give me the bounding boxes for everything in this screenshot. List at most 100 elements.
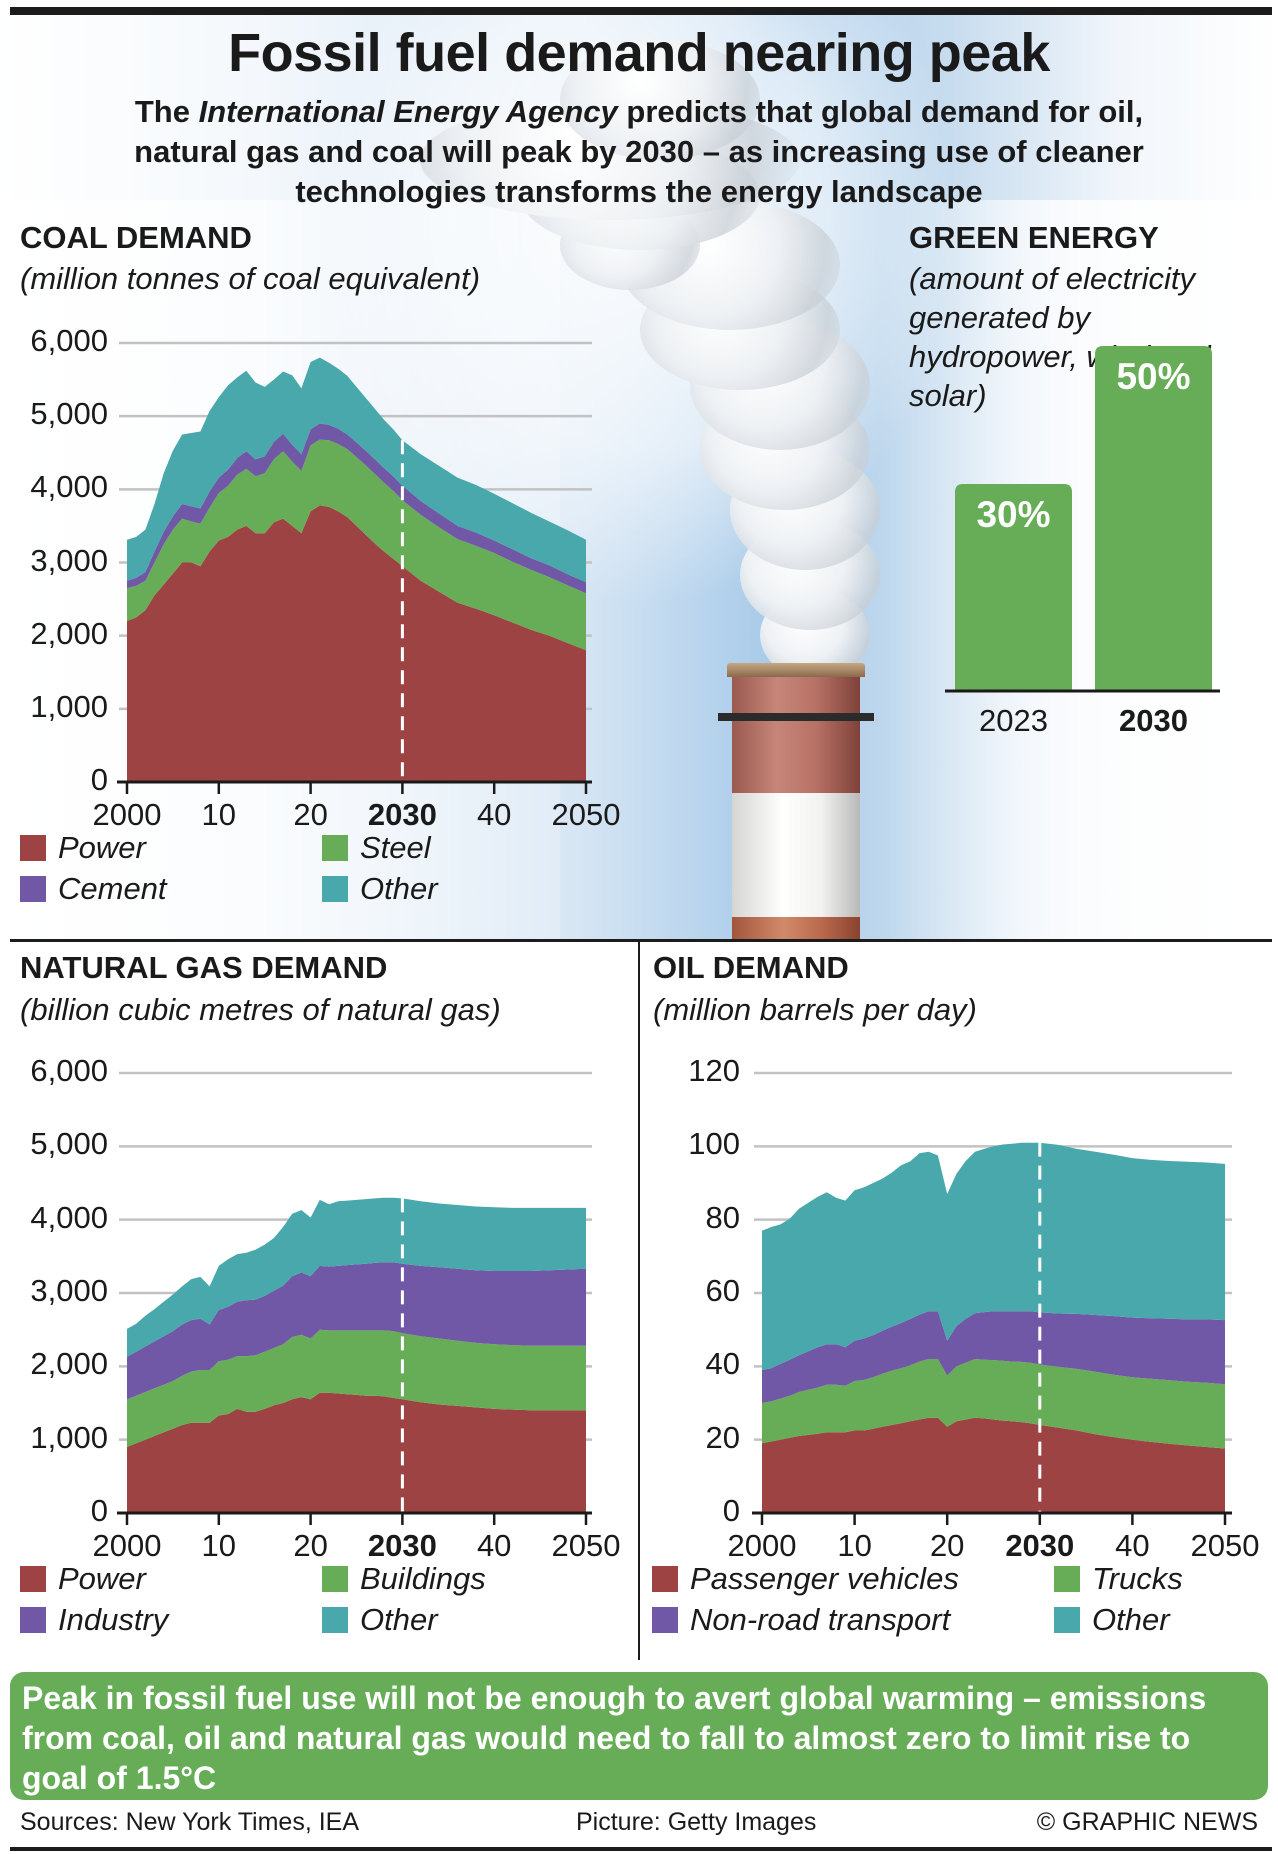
- oil-area-other: [762, 1142, 1225, 1370]
- gas-area-buildings: [127, 1329, 586, 1447]
- coal-y-tick-label: 4,000: [30, 469, 108, 505]
- legend-label: Trucks: [1092, 1561, 1183, 1596]
- top-rule: [10, 7, 1272, 15]
- gas-x-tick-label: 2050: [551, 1528, 621, 1563]
- legend-label: Industry: [58, 1602, 169, 1637]
- green-energy-bar-2030: [1095, 346, 1212, 691]
- legend-label: Power: [58, 1561, 146, 1596]
- conclusion-callout: Peak in fossil fuel use will not be enou…: [10, 1672, 1268, 1800]
- column-divider: [638, 940, 640, 1660]
- legend-label: Other: [1092, 1602, 1170, 1637]
- chimney-illustration: [718, 663, 874, 940]
- gas-x-tick-label: 20: [293, 1528, 328, 1563]
- oil-x-tick-label: 10: [837, 1528, 872, 1563]
- coal-area-cement: [127, 423, 586, 594]
- coal-x-tick-label: 20: [293, 797, 328, 832]
- coal-x-tick-label: 10: [201, 797, 237, 832]
- gas-y-tick-label: 1,000: [30, 1419, 108, 1455]
- legend-swatch: [1054, 1607, 1080, 1633]
- gas-y-tick-label: 5,000: [30, 1126, 108, 1162]
- gas-y-tick-label: 6,000: [30, 1053, 108, 1088]
- legend-label: Other: [360, 1602, 438, 1637]
- gas-x-tick-label: 2030: [367, 1528, 437, 1563]
- oil-y-tick-label: 40: [705, 1346, 740, 1382]
- coal-x-tick-label: 40: [476, 797, 512, 832]
- section-divider: [10, 939, 1272, 942]
- legend-label: Non-road transport: [690, 1602, 951, 1637]
- gas-legend-item: Industry: [20, 1602, 168, 1638]
- green-energy-year-label: 2023: [979, 703, 1048, 738]
- coal-y-tick-label: 0: [90, 762, 108, 797]
- coal-y-tick-label: 6,000: [30, 323, 108, 358]
- oil-y-tick-label: 0: [722, 1493, 740, 1528]
- coal-chart-unit: (million tonnes of coal equivalent): [20, 261, 481, 296]
- gas-y-tick-label: 0: [90, 1493, 108, 1528]
- gas-area-power: [127, 1392, 586, 1513]
- coal-area-steel: [127, 439, 586, 651]
- gas-area-other: [127, 1197, 586, 1357]
- gas-legend-item: Buildings: [322, 1561, 486, 1597]
- legend-swatch: [322, 1607, 348, 1633]
- coal-y-tick-label: 2,000: [30, 615, 108, 651]
- legend-swatch: [322, 876, 348, 902]
- legend-label: Buildings: [360, 1561, 486, 1596]
- legend-swatch: [20, 835, 46, 861]
- legend-swatch: [652, 1566, 678, 1592]
- subtitle-text: The: [134, 94, 199, 129]
- subtitle-text-rest: predicts that global demand for oil, nat…: [134, 94, 1144, 209]
- oil-legend-item: Non-road transport: [652, 1602, 950, 1638]
- legend-swatch: [20, 876, 46, 902]
- sources-credit: Sources: New York Times, IEA: [20, 1808, 360, 1836]
- oil-x-tick-label: 2000: [727, 1528, 797, 1563]
- coal-x-tick-label: 2000: [92, 797, 162, 832]
- green-energy-value-label: 30%: [976, 494, 1051, 535]
- gas-legend-item: Power: [20, 1561, 146, 1597]
- oil-x-tick-label: 20: [929, 1528, 965, 1563]
- oil-chart-unit: (million barrels per day): [653, 992, 977, 1027]
- legend-swatch: [1054, 1566, 1080, 1592]
- legend-label: Power: [58, 830, 146, 865]
- oil-y-tick-label: 100: [688, 1126, 740, 1162]
- coal-x-tick-label: 2050: [551, 797, 621, 832]
- legend-label: Passenger vehicles: [690, 1561, 959, 1596]
- oil-y-tick-label: 120: [688, 1053, 740, 1088]
- coal-x-tick-label: 2030: [367, 797, 437, 832]
- gas-chart-title: NATURAL GAS DEMAND: [20, 950, 388, 985]
- green-energy-title: GREEN ENERGY: [909, 220, 1159, 255]
- green-energy-value-label: 50%: [1116, 356, 1191, 397]
- oil-y-tick-label: 20: [705, 1419, 740, 1455]
- oil-x-tick-label: 2050: [1190, 1528, 1260, 1563]
- gas-legend-item: Other: [322, 1602, 438, 1638]
- legend-swatch: [20, 1566, 46, 1592]
- coal-y-tick-label: 5,000: [30, 396, 108, 432]
- gas-x-tick-label: 40: [476, 1528, 512, 1563]
- coal-legend-item: Cement: [20, 871, 167, 907]
- coal-legend-item: Steel: [322, 830, 431, 866]
- subtitle-agency: International Energy Agency: [198, 94, 618, 129]
- legend-label: Steel: [360, 830, 431, 865]
- oil-area-trucks: [762, 1359, 1225, 1449]
- oil-chart-title: OIL DEMAND: [653, 950, 849, 985]
- bottom-rule: [10, 1847, 1272, 1851]
- oil-legend-item: Other: [1054, 1602, 1170, 1638]
- coal-area-other: [127, 357, 586, 583]
- legend-label: Cement: [58, 871, 167, 906]
- legend-swatch: [322, 1566, 348, 1592]
- legend-label: Other: [360, 871, 438, 906]
- coal-area-power: [127, 505, 586, 782]
- gas-y-tick-label: 4,000: [30, 1199, 108, 1235]
- green-energy-year-label: 2030: [1119, 703, 1188, 738]
- oil-legend-item: Passenger vehicles: [652, 1561, 959, 1597]
- coal-y-tick-label: 1,000: [30, 688, 108, 724]
- gas-chart-unit: (billion cubic metres of natural gas): [20, 992, 501, 1027]
- oil-area-non-road-transport: [762, 1311, 1225, 1403]
- gas-x-tick-label: 2000: [92, 1528, 162, 1563]
- page-title: Fossil fuel demand nearing peak: [228, 23, 1050, 83]
- legend-swatch: [652, 1607, 678, 1633]
- oil-x-tick-label: 40: [1115, 1528, 1150, 1563]
- coal-legend-item: Other: [322, 871, 438, 907]
- gas-area-industry: [127, 1262, 586, 1400]
- gas-y-tick-label: 2,000: [30, 1346, 108, 1382]
- gas-y-tick-label: 3,000: [30, 1273, 108, 1308]
